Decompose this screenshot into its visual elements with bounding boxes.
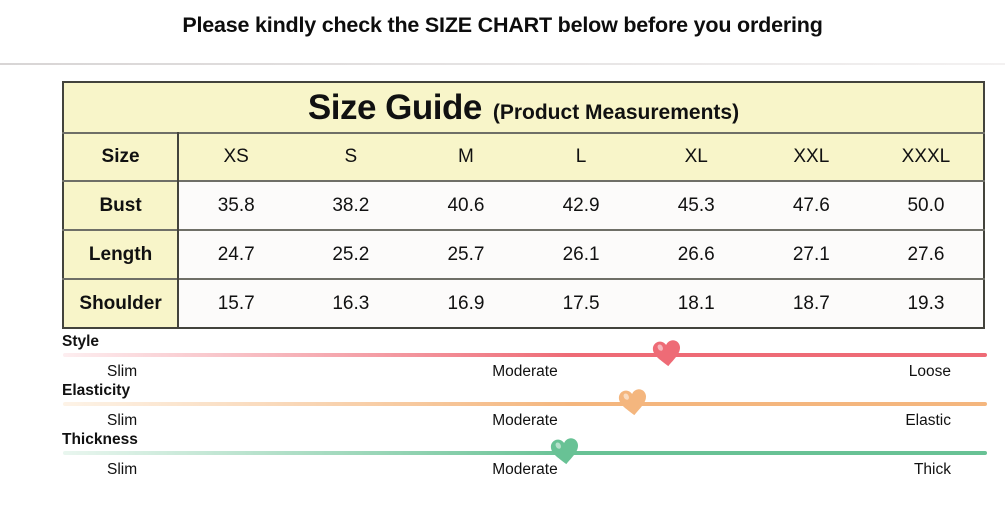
horizontal-divider [0, 63, 1005, 65]
scale-left-label: Slim [107, 363, 138, 380]
size-guide-subtitle: (Product Measurements) [492, 100, 740, 124]
scale-right-label: Elastic [905, 412, 951, 429]
measurement-cell: 35.8 [178, 180, 294, 230]
measurement-cell: 16.9 [408, 278, 524, 328]
scale-mid-label: Moderate [492, 461, 558, 478]
scale-mid-label: Moderate [492, 412, 558, 429]
heart-marker-icon [653, 340, 681, 367]
measurement-cell: 42.9 [523, 180, 639, 230]
table-row-bust: Bust 35.8 38.2 40.6 42.9 45.3 47.6 50.0 [63, 180, 984, 230]
row-label: Length [63, 229, 180, 279]
row-label: Shoulder [63, 278, 180, 328]
size-column-xxl: XXL [753, 132, 869, 181]
measurement-cell: 47.6 [753, 180, 869, 230]
scale-right-label: Thick [913, 461, 951, 478]
measurement-cell: 24.7 [178, 229, 294, 279]
measurement-cell: 38.2 [293, 180, 409, 230]
scale-track [63, 389, 987, 416]
scale-track [63, 438, 987, 465]
scale-name: Thickness [62, 431, 138, 448]
size-header-row: Size XS S M L XL XXL XXXL [63, 132, 984, 181]
size-column-s: S [293, 132, 409, 181]
page-title: Please kindly check the SIZE CHART below… [182, 13, 823, 37]
measurement-cell: 18.7 [753, 278, 869, 328]
table-row-length: Length 24.7 25.2 25.7 26.1 26.6 27.1 27.6 [63, 229, 984, 279]
heart-marker-icon [619, 389, 647, 416]
size-guide-title: Size Guide [307, 87, 482, 127]
size-column-xxxl: XXXL [868, 132, 984, 181]
size-column-l: L [523, 132, 639, 181]
scale-left-label: Slim [107, 461, 138, 478]
measurement-cell: 19.3 [868, 278, 984, 328]
attribute-scale-thickness: Thickness Slim Moderate Thick [62, 431, 987, 478]
scale-left-label: Slim [107, 412, 138, 429]
attribute-scales: Style Slim Moderate Loose Elasticity [62, 333, 987, 478]
measurement-cell: 16.3 [293, 278, 409, 328]
measurement-cell: 15.7 [178, 278, 294, 328]
size-table-wrapper: Size Guide (Product Measurements) Size XS… [62, 81, 985, 329]
scale-labels: Slim Moderate Loose [63, 363, 987, 380]
measurement-cell: 18.1 [638, 278, 754, 328]
scale-right-label: Loose [908, 363, 951, 380]
scale-labels: Slim Moderate Thick [63, 461, 987, 478]
measurement-cell: 45.3 [638, 180, 754, 230]
size-row-label: Size [63, 132, 180, 181]
row-label: Bust [63, 180, 180, 230]
attribute-scale-elasticity: Elasticity Slim Moderate Elastic [62, 382, 987, 429]
size-guide-header-row: Size Guide (Product Measurements) [63, 82, 984, 133]
attribute-scale-style: Style Slim Moderate Loose [62, 333, 987, 380]
size-column-m: M [408, 132, 524, 181]
size-column-xl: XL [638, 132, 754, 181]
measurement-cell: 27.6 [868, 229, 984, 279]
measurement-cell: 25.2 [293, 229, 409, 279]
heart-marker-icon [550, 438, 578, 465]
measurement-cell: 27.1 [753, 229, 869, 279]
scale-name: Style [62, 333, 100, 350]
scale-track [63, 340, 987, 367]
size-column-xs: XS [178, 132, 294, 181]
measurement-cell: 26.6 [638, 229, 754, 279]
scale-labels: Slim Moderate Elastic [63, 412, 987, 429]
measurement-cell: 50.0 [868, 180, 984, 230]
measurement-cell: 25.7 [408, 229, 524, 279]
table-row-shoulder: Shoulder 15.7 16.3 16.9 17.5 18.1 18.7 19.3 [63, 278, 984, 328]
size-table: Size Guide (Product Measurements) Size XS… [62, 81, 985, 329]
scale-mid-label: Moderate [492, 363, 558, 380]
measurement-cell: 40.6 [408, 180, 524, 230]
measurement-cell: 17.5 [523, 278, 639, 328]
measurement-cell: 26.1 [523, 229, 639, 279]
scale-name: Elasticity [62, 382, 131, 399]
